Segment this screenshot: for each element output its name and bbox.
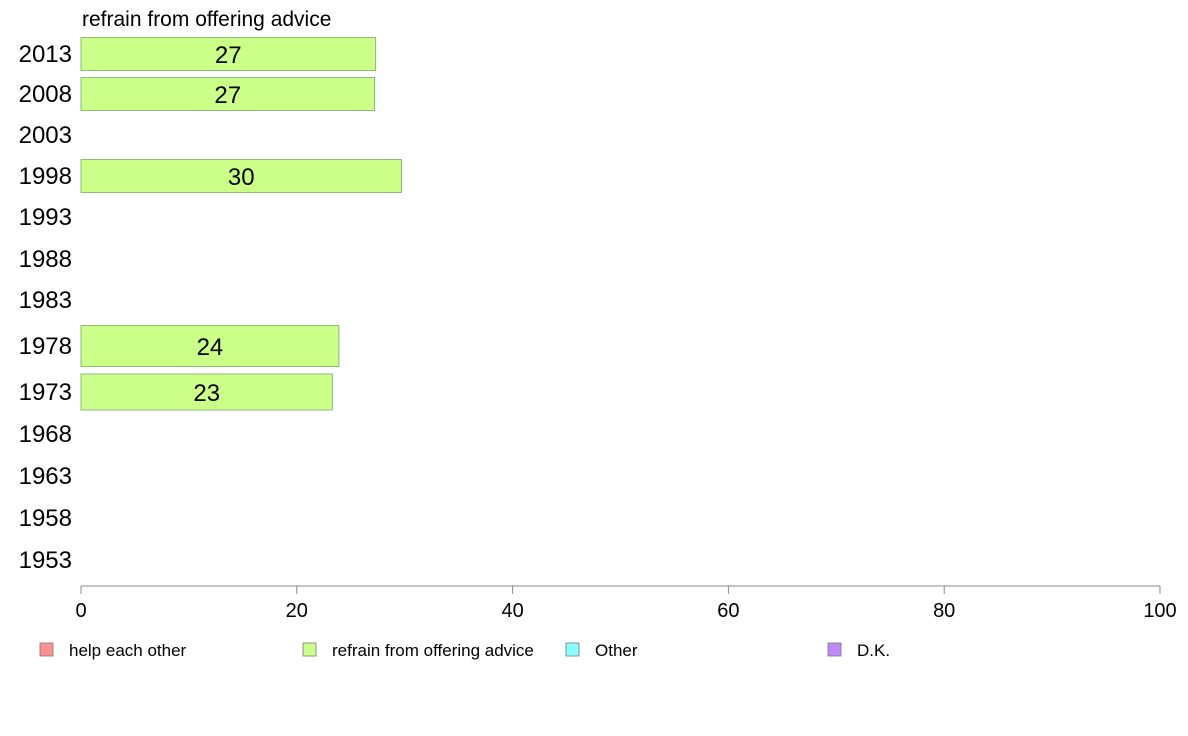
bar-value-label: 24 xyxy=(197,334,224,361)
panel-title: refrain from offering advice xyxy=(82,8,331,31)
bar-value-label: 27 xyxy=(215,42,242,69)
category-label: 1953 xyxy=(19,547,72,574)
legend-swatch xyxy=(39,642,54,657)
legend: help each other refrain from offering adv… xyxy=(39,641,890,660)
x-tick-label: 80 xyxy=(933,600,955,622)
legend-label: D.K. xyxy=(857,641,890,660)
legend-label: refrain from offering advice xyxy=(332,641,534,660)
category-label: 1973 xyxy=(19,379,72,406)
category-label: 2008 xyxy=(19,81,72,108)
bars xyxy=(80,37,402,411)
x-tick-label: 0 xyxy=(75,600,86,622)
category-label: 1998 xyxy=(19,163,72,190)
category-label: 1993 xyxy=(19,204,72,231)
bar-value-label: 27 xyxy=(214,82,241,109)
category-label: 1958 xyxy=(19,505,72,532)
legend-swatch xyxy=(827,642,842,657)
x-axis: 0 20 40 60 80 100 xyxy=(75,585,1177,622)
category-label: 1978 xyxy=(19,333,72,360)
category-label: 1963 xyxy=(19,463,72,490)
category-label: 1968 xyxy=(19,421,72,448)
bar xyxy=(80,373,333,411)
bar xyxy=(80,325,340,367)
bar xyxy=(80,77,375,111)
bar-value-label: 30 xyxy=(228,164,255,191)
x-tick-label: 20 xyxy=(286,600,308,622)
x-tick-label: 100 xyxy=(1143,600,1176,622)
category-label: 1983 xyxy=(19,287,72,314)
bar-value-label: 23 xyxy=(193,380,220,407)
bar xyxy=(80,37,377,71)
legend-label: Other xyxy=(595,641,638,660)
legend-swatch xyxy=(565,642,580,657)
x-tick-label: 60 xyxy=(717,600,739,622)
category-label: 1988 xyxy=(19,246,72,273)
legend-swatch xyxy=(302,642,317,657)
legend-label: help each other xyxy=(69,641,187,660)
category-labels: 2013 2008 2003 1998 1993 1988 1983 1978 1973 1968… xyxy=(19,41,72,574)
x-tick-label: 40 xyxy=(501,600,523,622)
bar-value-labels: 27 27 30 24 23 xyxy=(193,42,254,407)
category-label: 2003 xyxy=(19,122,72,149)
bar xyxy=(80,159,402,193)
category-label: 2013 xyxy=(19,41,72,68)
